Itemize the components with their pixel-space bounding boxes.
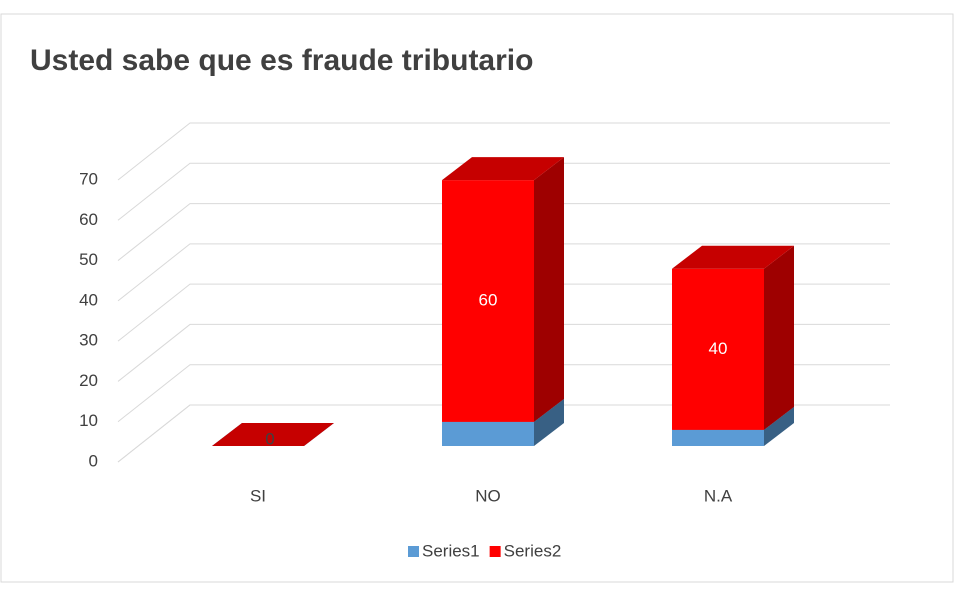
bar-front — [672, 268, 764, 430]
bar-front — [442, 180, 534, 422]
bar-side — [534, 157, 564, 422]
grid-line — [117, 162, 890, 221]
bar — [442, 157, 564, 422]
y-tick-label: 0 — [89, 451, 98, 470]
grid-line — [117, 364, 890, 423]
grid-line — [117, 203, 890, 261]
y-tick-label: 10 — [79, 411, 98, 430]
bar-side — [534, 398, 564, 446]
bar-front — [442, 421, 534, 446]
legend-label: Series1 — [422, 541, 480, 560]
bar-top — [212, 423, 334, 446]
y-tick-label: 40 — [79, 290, 98, 309]
chart-title: Usted sabe que es fraude tributario — [30, 44, 533, 77]
bar-side — [764, 245, 794, 430]
grid-line — [117, 283, 890, 342]
grid-line — [117, 404, 890, 463]
bar-side — [764, 406, 794, 446]
y-tick-label: 60 — [79, 210, 98, 229]
data-label: 60 — [479, 290, 498, 309]
grid-line — [117, 122, 890, 181]
y-tick-label: 20 — [79, 371, 98, 390]
bar-top — [442, 157, 564, 181]
data-label: 40 — [709, 339, 728, 358]
bar — [212, 423, 334, 446]
y-tick-label: 70 — [79, 169, 98, 188]
y-tick-label: 30 — [79, 331, 98, 350]
x-tick-label: N.A — [704, 486, 733, 505]
x-tick-label: SI — [250, 486, 266, 505]
legend-label: Series2 — [504, 541, 562, 560]
data-label: 0 — [265, 429, 274, 448]
grid-line — [117, 323, 890, 382]
legend-swatch — [489, 546, 501, 557]
bar-front — [672, 429, 764, 446]
bar-top — [672, 245, 794, 269]
x-tick-label: NO — [475, 486, 501, 505]
grid-line — [117, 243, 890, 302]
y-tick-label: 50 — [79, 250, 98, 269]
legend-swatch — [408, 546, 419, 557]
bar — [672, 245, 794, 430]
